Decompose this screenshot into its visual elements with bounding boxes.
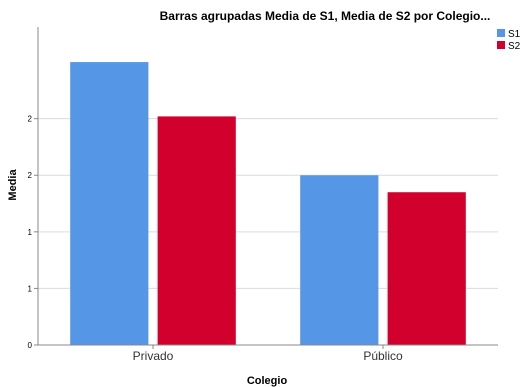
x-tick-label: Privado — [133, 349, 174, 363]
y-tick-label: 0 — [28, 341, 33, 350]
y-tick-label: 2 — [28, 115, 33, 124]
y-tick-label: 1 — [28, 284, 33, 293]
bars — [70, 62, 466, 346]
legend-label-s2: S2 — [508, 41, 521, 52]
y-tick-label: 1 — [28, 228, 33, 237]
legend-swatch-s2 — [497, 41, 505, 49]
x-axis-title: Colegio — [247, 375, 288, 387]
x-tick-label: Público — [363, 349, 403, 363]
chart-title: Barras agrupadas Media de S1, Media de S… — [160, 9, 491, 23]
bar-s1-0 — [70, 62, 149, 346]
y-tick-label: 2 — [28, 171, 33, 180]
x-ticks: Privado Público — [133, 345, 403, 363]
bar-s1-1 — [300, 175, 379, 345]
legend-swatch-s1 — [497, 29, 505, 37]
y-ticks: 0 1 1 2 2 — [28, 115, 38, 350]
y-axis-title: Media — [7, 169, 19, 201]
axes — [37, 27, 498, 346]
legend-label-s1: S1 — [508, 29, 521, 40]
bar-s2-0 — [157, 116, 236, 346]
bar-s2-1 — [387, 192, 466, 345]
